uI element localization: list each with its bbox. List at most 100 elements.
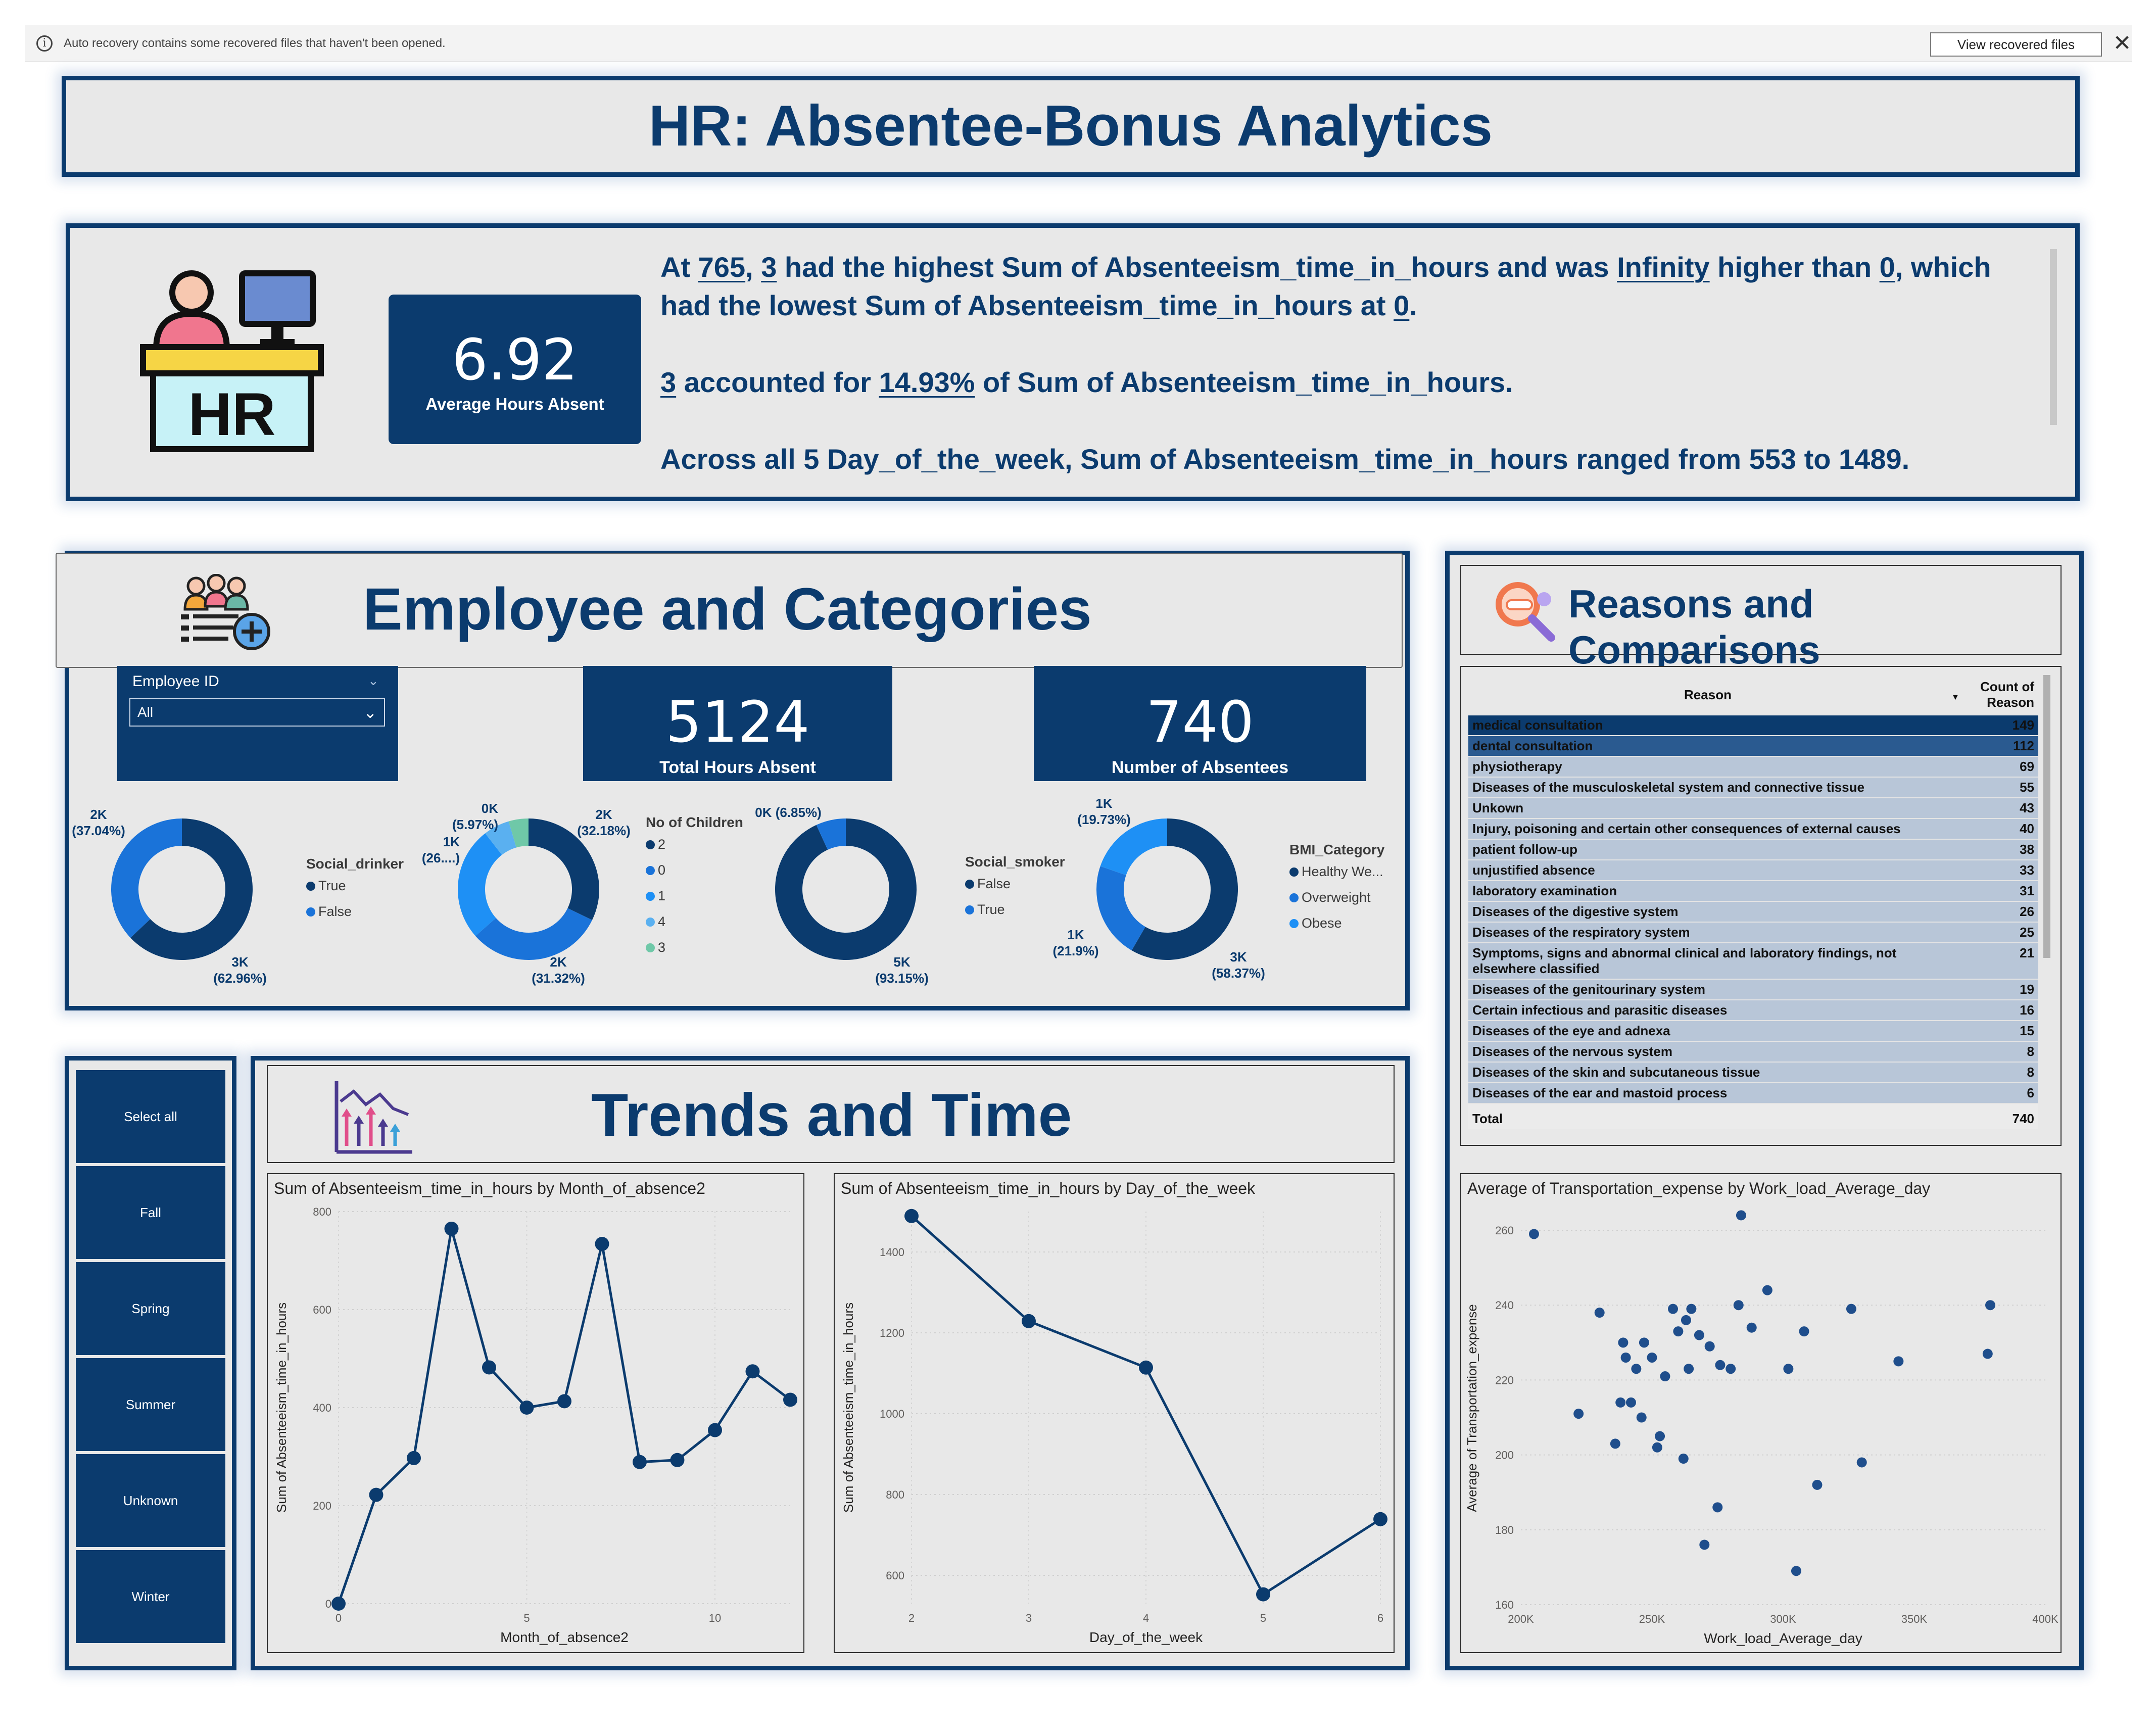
data-point[interactable] — [1746, 1322, 1757, 1333]
legend-item[interactable]: Obese — [1289, 915, 1384, 931]
data-point[interactable] — [1618, 1337, 1628, 1348]
legend-item[interactable]: False — [965, 876, 1065, 892]
data-point[interactable] — [1799, 1326, 1809, 1337]
data-point[interactable] — [1655, 1431, 1665, 1441]
table-row[interactable]: dental consultation 112 — [1468, 736, 2038, 757]
employee-id-slicer[interactable]: Employee ID ⌄ All ⌄ — [117, 666, 398, 781]
data-point[interactable] — [1256, 1587, 1270, 1602]
data-point[interactable] — [1681, 1315, 1691, 1325]
data-point[interactable] — [407, 1451, 421, 1465]
data-point[interactable] — [519, 1401, 534, 1415]
line-chart-by-day[interactable]: Sum of Absenteeism_time_in_hours by Day_… — [834, 1173, 1395, 1653]
legend-item[interactable]: True — [306, 878, 404, 894]
data-point[interactable] — [745, 1364, 760, 1379]
employee-id-dropdown[interactable]: All ⌄ — [129, 698, 385, 727]
legend-item[interactable]: 2 — [646, 837, 743, 852]
legend-item[interactable]: 4 — [646, 914, 743, 930]
data-point[interactable] — [1668, 1304, 1679, 1314]
donut-slice[interactable] — [816, 818, 846, 850]
data-point[interactable] — [1812, 1479, 1823, 1490]
data-point[interactable] — [1736, 1210, 1746, 1221]
donut-slice[interactable] — [130, 818, 253, 960]
reasons-table[interactable]: Reason Count of Reason ▼ medical consulta… — [1460, 666, 2062, 1146]
data-point[interactable] — [557, 1394, 571, 1409]
donut-social-smoker[interactable] — [770, 813, 922, 965]
narrative-value-link[interactable]: 0 — [1879, 251, 1895, 283]
data-point[interactable] — [1726, 1364, 1736, 1374]
legend-item[interactable]: Overweight — [1289, 890, 1384, 905]
data-point[interactable] — [1594, 1308, 1605, 1318]
data-point[interactable] — [1684, 1364, 1694, 1374]
close-icon[interactable]: ✕ — [2113, 31, 2132, 56]
data-point[interactable] — [1625, 1397, 1636, 1408]
donut-slice[interactable] — [775, 818, 917, 960]
donut-slice[interactable] — [1131, 818, 1238, 960]
legend-item[interactable]: 0 — [646, 862, 743, 878]
table-row[interactable]: Diseases of the nervous system 8 — [1468, 1041, 2038, 1063]
data-point[interactable] — [1660, 1371, 1670, 1382]
donut-slice[interactable] — [1096, 866, 1145, 951]
narrative-value-link[interactable]: Infinity — [1617, 251, 1710, 283]
table-row[interactable]: Diseases of the genitourinary system 19 — [1468, 979, 2038, 1000]
donut-slice[interactable] — [508, 818, 529, 848]
data-point[interactable] — [482, 1360, 496, 1375]
data-point[interactable] — [1620, 1352, 1631, 1363]
data-point[interactable] — [633, 1455, 647, 1469]
line-plot-area[interactable]: 0 200 400 600 800 0 5 10 Month_of_absence2 Sum of… — [268, 1174, 803, 1652]
data-point[interactable] — [1528, 1229, 1539, 1239]
line-chart-by-month[interactable]: Sum of Absenteeism_time_in_hours by Mont… — [267, 1173, 804, 1653]
data-point[interactable] — [1573, 1409, 1584, 1419]
season-option-fall[interactable]: Fall — [76, 1166, 225, 1259]
donut-slice[interactable] — [529, 818, 599, 921]
season-option-select-all[interactable]: Select all — [76, 1070, 225, 1163]
narrative-value-link[interactable]: 3 — [660, 366, 677, 398]
data-point[interactable] — [1762, 1285, 1772, 1295]
data-point[interactable] — [783, 1392, 797, 1407]
data-point[interactable] — [595, 1237, 609, 1251]
data-point[interactable] — [670, 1453, 685, 1467]
data-point[interactable] — [904, 1209, 919, 1223]
donut-no-of-children[interactable] — [453, 813, 604, 965]
season-option-summer[interactable]: Summer — [76, 1358, 225, 1451]
column-header-count[interactable]: Count of Reason ▼ — [1951, 679, 2034, 710]
column-header-reason[interactable]: Reason — [1684, 687, 1732, 702]
data-point[interactable] — [1985, 1300, 1996, 1311]
data-point[interactable] — [1791, 1566, 1801, 1576]
table-row[interactable]: Diseases of the digestive system 26 — [1468, 901, 2038, 923]
scatter-plot-area[interactable]: 160 180 200 220 240 260 200K 250K 300K 350K 400K Wo… — [1461, 1174, 2061, 1652]
table-row[interactable]: Diseases of the skin and subcutaneous ti… — [1468, 1062, 2038, 1083]
series-line[interactable] — [911, 1215, 1381, 1597]
table-row[interactable]: physiotherapy 69 — [1468, 756, 2038, 778]
table-row[interactable]: Injury, poisoning and certain other cons… — [1468, 818, 2038, 840]
data-point[interactable] — [1704, 1341, 1715, 1352]
data-point[interactable] — [708, 1423, 722, 1437]
table-row[interactable]: Diseases of the respiratory system 25 — [1468, 922, 2038, 943]
season-option-winter[interactable]: Winter — [76, 1550, 225, 1643]
data-point[interactable] — [1673, 1326, 1684, 1337]
data-point[interactable] — [1783, 1364, 1794, 1374]
view-recovered-files-button[interactable]: View recovered files — [1930, 32, 2102, 57]
data-point[interactable] — [1846, 1304, 1856, 1314]
narrative-value-link[interactable]: 0 — [1394, 290, 1410, 321]
data-point[interactable] — [1647, 1352, 1657, 1363]
table-row[interactable]: Diseases of the musculoskeletal system a… — [1468, 777, 2038, 798]
data-point[interactable] — [1712, 1502, 1723, 1513]
data-point[interactable] — [1893, 1356, 1904, 1367]
table-row[interactable]: Diseases of the eye and adnexa 15 — [1468, 1021, 2038, 1042]
data-point[interactable] — [1686, 1304, 1697, 1314]
donut-slice[interactable] — [111, 818, 182, 938]
table-row[interactable]: unjustified absence 33 — [1468, 860, 2038, 881]
narrative-value-link[interactable]: 14.93% — [879, 366, 975, 398]
table-row[interactable]: Symptoms, signs and abnormal clinical an… — [1468, 943, 2038, 980]
data-point[interactable] — [1715, 1360, 1726, 1370]
data-point[interactable] — [1022, 1314, 1036, 1328]
donut-slice[interactable] — [1100, 818, 1167, 876]
data-point[interactable] — [1631, 1364, 1642, 1374]
narrative-value-link[interactable]: 3 — [761, 251, 777, 283]
donut-bmi-category[interactable] — [1091, 813, 1243, 965]
legend-item[interactable]: False — [306, 904, 404, 920]
data-point[interactable] — [444, 1221, 459, 1236]
data-point[interactable] — [1678, 1454, 1689, 1464]
table-row[interactable]: patient follow-up 38 — [1468, 839, 2038, 860]
data-point[interactable] — [1694, 1330, 1704, 1340]
